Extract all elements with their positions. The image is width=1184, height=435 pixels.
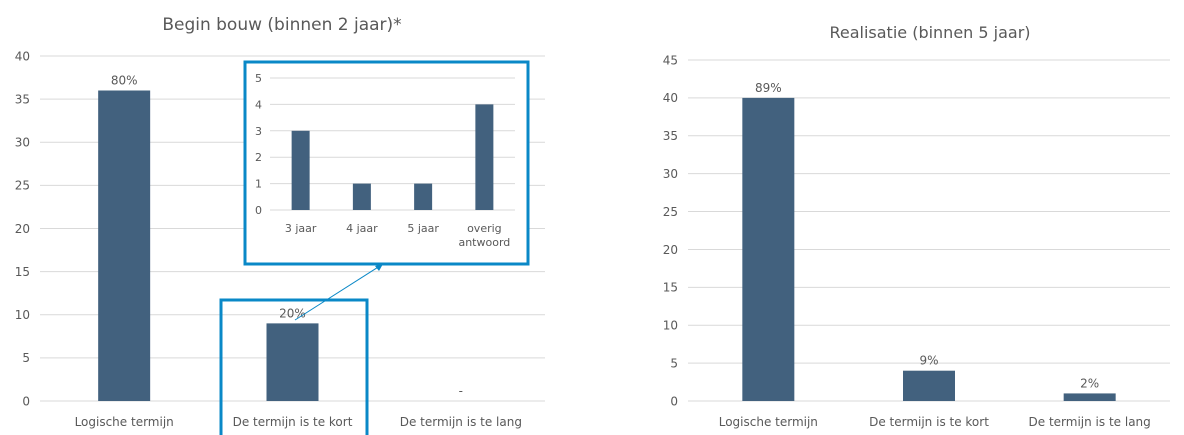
chart3-data-label: 89% bbox=[755, 81, 782, 95]
chart3-category-label: De termijn is te kort bbox=[869, 415, 989, 429]
callout-connector bbox=[294, 263, 384, 321]
inset-bar bbox=[414, 183, 433, 210]
inset-bar bbox=[352, 183, 371, 210]
inset-category-label: antwoord bbox=[458, 236, 510, 249]
chart1-category-label: De termijn is te kort bbox=[233, 415, 353, 429]
highlight-box bbox=[219, 298, 369, 435]
chart1-ytick-label: 35 bbox=[15, 92, 30, 106]
chart3-bar bbox=[742, 97, 795, 401]
chart1-data-label: 20% bbox=[279, 306, 306, 320]
inset-ytick-label: 5 bbox=[255, 72, 262, 85]
inset-ytick-label: 3 bbox=[255, 125, 262, 138]
chart3-bar bbox=[1063, 393, 1116, 401]
chart1-title: Begin bouw (binnen 2 jaar)* bbox=[162, 15, 401, 35]
chart1-ytick-label: 15 bbox=[15, 265, 30, 279]
inset-ytick-label: 0 bbox=[255, 204, 262, 217]
chart3-plot: 0 5 10 15 20 25 30 35 40 45 89% Logische termijn 9% D… bbox=[663, 53, 1170, 429]
chart1-category-label: De termijn is te lang bbox=[400, 415, 522, 429]
chart3-ytick-label: 0 bbox=[670, 394, 678, 408]
chart3-ytick-label: 5 bbox=[670, 356, 678, 370]
chart3-category-label: De termijn is te lang bbox=[1029, 415, 1151, 429]
chart1-ytick-label: 30 bbox=[15, 136, 30, 150]
chart3-bar bbox=[903, 370, 955, 401]
inset-ytick-label: 1 bbox=[255, 178, 262, 191]
chart3-ytick-label: 20 bbox=[663, 243, 678, 257]
inset-bar bbox=[291, 130, 310, 210]
chart3-ytick-label: 30 bbox=[663, 167, 678, 181]
chart1-ytick-label: 40 bbox=[15, 49, 30, 63]
chart3-ytick-label: 15 bbox=[663, 281, 678, 295]
chart3-data-label: 2% bbox=[1080, 376, 1099, 390]
chart1-category-label: Logische termijn bbox=[75, 415, 174, 429]
chart1-data-label: - bbox=[459, 384, 463, 398]
callout-arrowhead bbox=[375, 264, 383, 271]
chart3-data-label: 9% bbox=[919, 354, 938, 368]
chart1-bar bbox=[98, 90, 151, 401]
inset-category-label: 3 jaar bbox=[285, 222, 317, 235]
chart3-ytick-label: 40 bbox=[663, 91, 678, 105]
inset-bar bbox=[475, 104, 494, 210]
inset-category-label: 5 jaar bbox=[407, 222, 439, 235]
chart1-data-label: 80% bbox=[111, 74, 138, 88]
chart1-bar bbox=[266, 323, 319, 401]
inset-category-label: 4 jaar bbox=[346, 222, 378, 235]
chart3-ytick-label: 45 bbox=[663, 53, 678, 67]
inset-ytick-label: 4 bbox=[255, 98, 262, 111]
chart3-category-label: Logische termijn bbox=[719, 415, 818, 429]
inset-ytick-label: 2 bbox=[255, 151, 262, 164]
chart1-ytick-label: 25 bbox=[15, 179, 30, 193]
chart1-ytick-label: 20 bbox=[15, 222, 30, 236]
chart1-ytick-label: 10 bbox=[15, 308, 30, 322]
chart3-ytick-label: 10 bbox=[663, 319, 678, 333]
chart3-ytick-label: 25 bbox=[663, 205, 678, 219]
chart3-ytick-label: 35 bbox=[663, 129, 678, 143]
chart1-ytick-label: 0 bbox=[22, 394, 30, 408]
inset-category-label: overig bbox=[467, 222, 502, 235]
chart3-title: Realisatie (binnen 5 jaar) bbox=[829, 23, 1030, 42]
chart1-ytick-label: 5 bbox=[22, 351, 30, 365]
